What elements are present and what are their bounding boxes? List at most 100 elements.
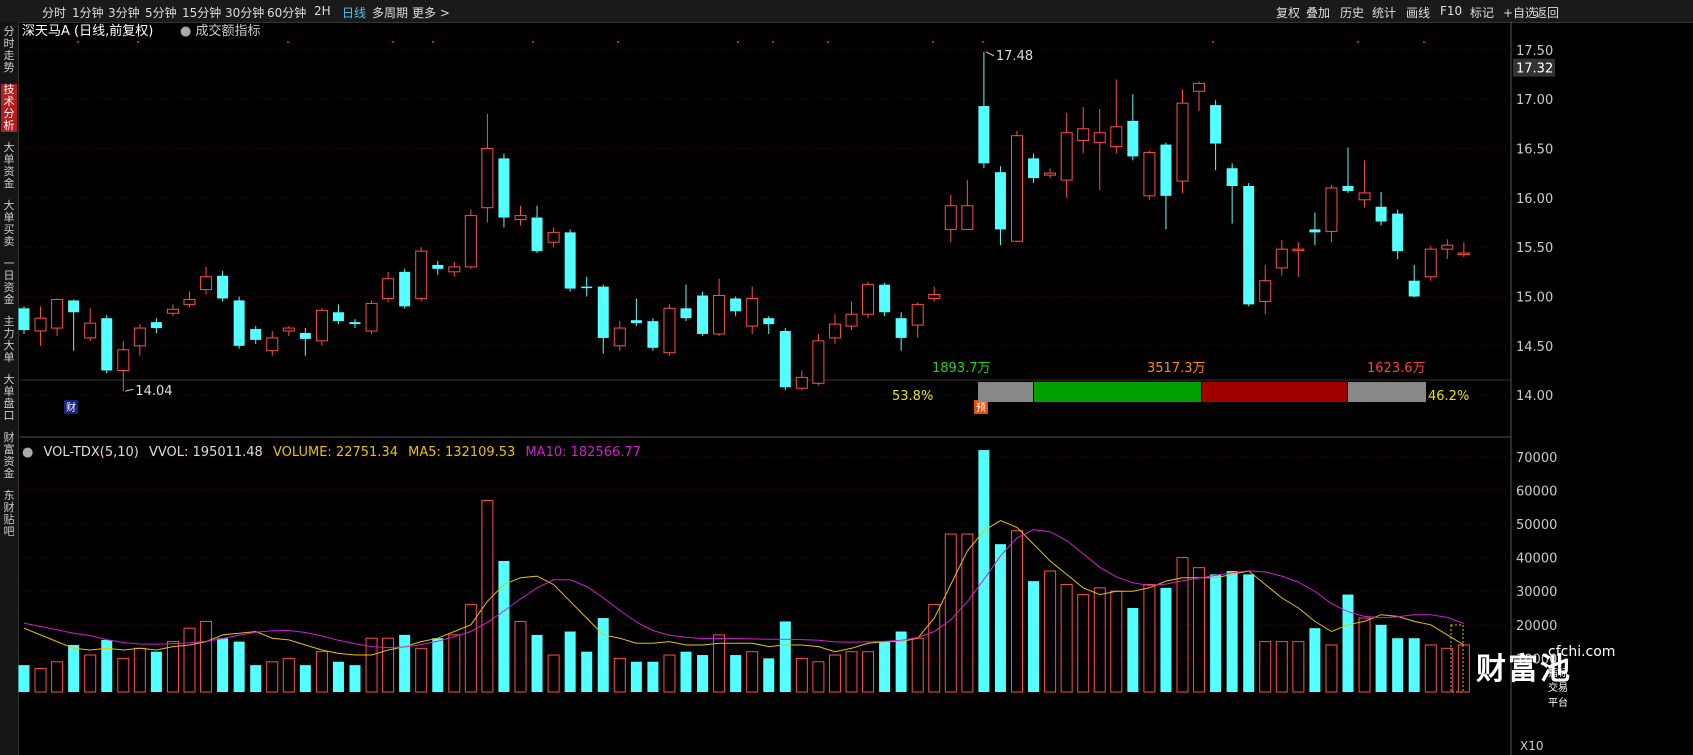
- period-tab-2[interactable]: 3分钟: [108, 6, 140, 20]
- candle-body: [183, 298, 196, 305]
- candle-body: [1011, 135, 1023, 242]
- candle-body: [978, 106, 990, 164]
- fin-marker-box: [64, 400, 78, 414]
- ma5-value: MA5: 132109.53: [408, 445, 516, 460]
- ma10-line: [23, 529, 1465, 649]
- period-tab-9[interactable]: 多周期: [372, 6, 409, 20]
- sidebar-item-5[interactable]: 主力大单: [3, 315, 15, 364]
- candle-body: [432, 264, 444, 269]
- flow-segment-green: [1034, 382, 1201, 402]
- volume-bar: [1143, 583, 1156, 693]
- candle-body: [680, 308, 692, 319]
- volume-bar: [84, 654, 97, 693]
- toolbar-button-5[interactable]: F10: [1440, 4, 1463, 18]
- candle-body: [812, 340, 825, 384]
- sidebar-item-1[interactable]: 技术分析: [1, 84, 17, 132]
- sidebar-item-2[interactable]: 大单资金: [3, 141, 15, 190]
- sidebar-item-3[interactable]: 大单买卖: [3, 199, 15, 248]
- volume-bar: [911, 637, 924, 693]
- flow-right-percent: 46.2%: [1428, 389, 1469, 404]
- sidebar-item-0[interactable]: 分时走势: [3, 25, 15, 74]
- signal-dot: [392, 41, 394, 43]
- toolbar-button-1[interactable]: 叠加: [1306, 6, 1331, 20]
- volume-bar: [713, 634, 726, 693]
- period-tab-1[interactable]: 1分钟: [72, 6, 104, 20]
- candle-body: [911, 303, 924, 326]
- volume-bar: [1259, 641, 1272, 693]
- toolbar-button-6[interactable]: 标记: [1470, 6, 1495, 20]
- candle-body: [1358, 192, 1371, 201]
- volume-bar: [613, 657, 626, 693]
- period-tab-8[interactable]: 日线: [342, 6, 367, 20]
- volume-bar: [597, 618, 609, 692]
- candle-body: [1259, 280, 1272, 302]
- pre-marker-label: 预: [976, 402, 986, 414]
- volume-bar: [1011, 530, 1023, 693]
- period-tab-10[interactable]: 更多 >: [412, 6, 450, 20]
- toolbar-button-2[interactable]: 历史: [1340, 6, 1365, 20]
- toolbar-button-3[interactable]: 统计: [1372, 6, 1397, 20]
- sidebar-item-7[interactable]: 财富资金: [3, 431, 15, 480]
- candle-body: [581, 286, 593, 289]
- candle-body: [1028, 158, 1040, 179]
- period-tab-4[interactable]: 15分钟: [182, 6, 222, 20]
- candle-body: [944, 205, 957, 230]
- volume-bar: [961, 533, 974, 693]
- current-price-box: [1513, 58, 1555, 77]
- candle-body: [166, 308, 179, 314]
- price-axis-label: 17.50: [1516, 44, 1553, 59]
- period-tab-3[interactable]: 5分钟: [145, 6, 177, 20]
- flow-left-percent: 53.8%: [892, 389, 933, 404]
- candle-body: [828, 323, 841, 339]
- indicator-name-label[interactable]: ● 成交额指标: [180, 20, 261, 39]
- toolbar-button-8[interactable]: 返回: [1535, 6, 1560, 20]
- sidebar-item-6[interactable]: 大单盘口: [3, 373, 15, 422]
- candle-body: [315, 309, 328, 342]
- candle-body: [746, 297, 759, 327]
- volume-bar: [1309, 628, 1321, 692]
- period-tab-6[interactable]: 60分钟: [267, 6, 307, 20]
- volume-bar: [415, 647, 428, 693]
- volume-bar: [795, 657, 808, 693]
- signal-dot: [137, 41, 139, 43]
- period-tab-5[interactable]: 30分钟: [225, 6, 265, 20]
- volume-bar: [349, 665, 361, 692]
- settings-icon[interactable]: ●: [22, 445, 34, 460]
- settings-icon[interactable]: ●: [180, 24, 192, 39]
- candle-body: [994, 172, 1006, 230]
- signal-dot: [432, 41, 434, 43]
- volume-value: VOLUME: 22751.34: [272, 445, 398, 460]
- period-tab-7[interactable]: 2H: [314, 4, 331, 18]
- candle-body: [365, 302, 378, 332]
- period-tab-0[interactable]: 分时: [42, 6, 67, 20]
- price-axis-label: 16.00: [1516, 192, 1553, 207]
- stock-title: 深天马A (日线,前复权): [22, 24, 154, 39]
- candle-body: [217, 275, 229, 299]
- volume-bar: [150, 651, 162, 692]
- current-volume-bar: [1450, 624, 1464, 693]
- flow-segment-grey: [1348, 382, 1426, 402]
- volume-bar: [1028, 581, 1040, 692]
- toolbar-button-7[interactable]: +自选: [1503, 6, 1538, 20]
- volume-bar: [697, 655, 709, 692]
- ma5-line: [23, 520, 1465, 656]
- candle-body: [514, 215, 527, 221]
- volume-bar: [928, 604, 941, 693]
- left-sidebar: 分时走势技术分析大单资金大单买卖一日资金主力大单大单盘口财富资金东财贴吧: [0, 22, 19, 755]
- volume-bar: [779, 621, 791, 692]
- candle-body: [282, 327, 295, 332]
- sidebar-item-4[interactable]: 一日资金: [3, 257, 15, 306]
- volume-axis-label: 50000: [1516, 518, 1557, 533]
- sidebar-item-8[interactable]: 东财贴吧: [3, 489, 15, 538]
- signal-dot: [77, 41, 79, 43]
- indicator-name: 成交额指标: [195, 24, 261, 39]
- volume-bar: [730, 655, 742, 692]
- candle-body: [299, 332, 311, 339]
- volume-bar: [68, 644, 80, 692]
- candle-body: [763, 318, 775, 325]
- toolbar-button-0[interactable]: 复权: [1276, 6, 1301, 20]
- toolbar-button-4[interactable]: 画线: [1406, 6, 1431, 20]
- volume-bar: [233, 641, 245, 692]
- candle-body: [266, 337, 279, 352]
